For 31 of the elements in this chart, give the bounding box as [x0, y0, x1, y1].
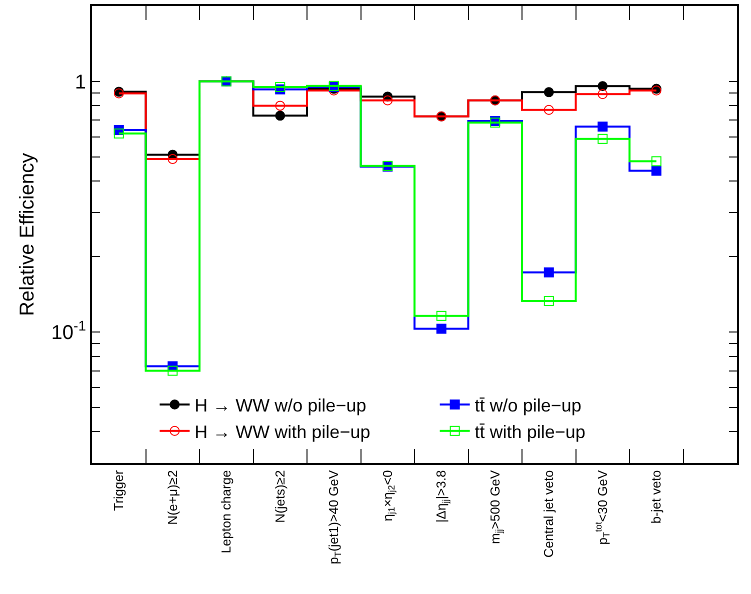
y-tick-label: 1 — [74, 71, 86, 94]
point — [168, 154, 178, 164]
legend-label: tt̄ w/o pile−up — [474, 396, 582, 416]
point — [382, 95, 393, 106]
point — [544, 267, 554, 278]
point — [598, 134, 608, 144]
point — [436, 324, 446, 334]
y-tick-label: 10$^{-1}$ — [51, 318, 86, 344]
x-tick-label: Lepton charge — [218, 470, 234, 554]
x-tick-label: b-jet veto — [648, 470, 664, 524]
point — [598, 89, 608, 100]
point — [436, 310, 446, 321]
point — [275, 110, 286, 121]
x-tick-label: N(jets)≥2 — [272, 470, 288, 523]
legend-label: H → WW with pile−up — [194, 422, 370, 442]
point — [598, 122, 608, 132]
point — [598, 81, 608, 92]
point — [651, 156, 662, 166]
point — [544, 296, 554, 306]
point — [544, 87, 554, 98]
y-axis-title: Relative Efficiency — [16, 152, 38, 316]
legend-label: tt̄ with pile−up — [474, 422, 586, 442]
point — [114, 128, 124, 138]
point — [544, 104, 554, 115]
point — [168, 366, 178, 376]
point — [651, 166, 662, 176]
x-tick-label: N(e+μ)≥2 — [164, 470, 180, 525]
x-tick-label: Trigger — [111, 470, 126, 511]
x-tick-label: Central jet veto — [541, 470, 556, 558]
point — [275, 100, 286, 111]
legend-label: H → WW w/o pile−up — [194, 396, 366, 416]
